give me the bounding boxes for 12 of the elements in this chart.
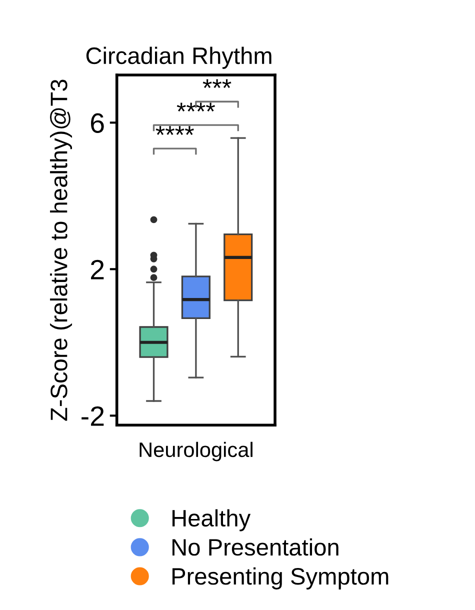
annotation: *** — [202, 79, 232, 88]
y-tick-label: 2 — [90, 260, 104, 280]
legend-label: Healthy — [172, 509, 251, 532]
legend-label: Presenting Symptom — [172, 567, 388, 590]
y-tick-label: 6 — [91, 113, 104, 133]
y-axis-title: Z-Score (relative to healthy)@T3 — [50, 80, 72, 421]
chart-title: Circadian Rhythm — [86, 46, 272, 69]
annotation: **** — [156, 126, 194, 135]
x-tick-label: Neurological — [140, 442, 252, 462]
annotation: **** — [176, 102, 216, 112]
legend-label: No Presentation — [172, 538, 338, 556]
y-tick-label: -2 — [82, 406, 104, 426]
